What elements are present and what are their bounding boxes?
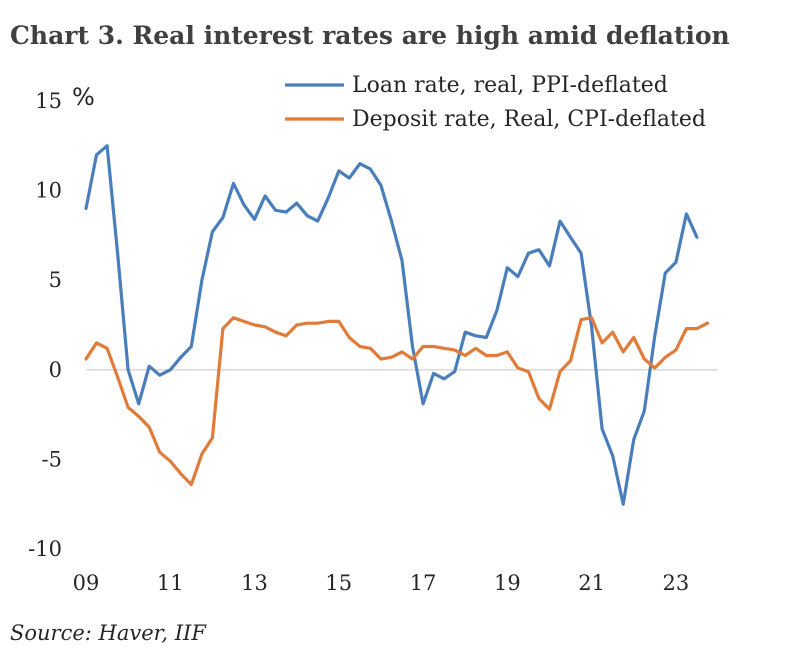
source-note: Source: Haver, IIF: [10, 621, 207, 645]
y-axis-ticks: 15 10 5 0 -5 -10: [28, 89, 62, 561]
x-tick-label: 21: [578, 571, 605, 595]
legend: Loan rate, real, PPI-deflated Deposit rat…: [285, 73, 706, 132]
x-tick-label: 15: [325, 571, 352, 595]
y-tick-label: 10: [35, 179, 62, 203]
x-tick-label: 11: [157, 571, 184, 595]
y-tick-label: -5: [42, 447, 62, 471]
y-tick-label: 5: [49, 268, 62, 292]
y-tick-label: -10: [28, 537, 62, 561]
y-tick-label: 0: [49, 358, 62, 382]
y-unit-label: %: [72, 83, 95, 111]
x-tick-label: 13: [241, 571, 268, 595]
legend-label: Deposit rate, Real, CPI-deflated: [352, 107, 706, 132]
series-line-loan-rate: [84, 144, 699, 506]
chart-title: Chart 3. Real interest rates are high am…: [10, 21, 730, 50]
y-tick-label: 15: [35, 89, 62, 113]
x-tick-label: 23: [662, 571, 689, 595]
series-line-deposit-rate: [84, 316, 710, 487]
x-axis-ticks: 09 11 13 15 17 19 21 23: [73, 571, 690, 595]
series-layer: [84, 144, 710, 506]
legend-label: Loan rate, real, PPI-deflated: [352, 73, 668, 98]
x-tick-label: 19: [494, 571, 521, 595]
x-tick-label: 17: [410, 571, 437, 595]
x-tick-label: 09: [73, 571, 100, 595]
